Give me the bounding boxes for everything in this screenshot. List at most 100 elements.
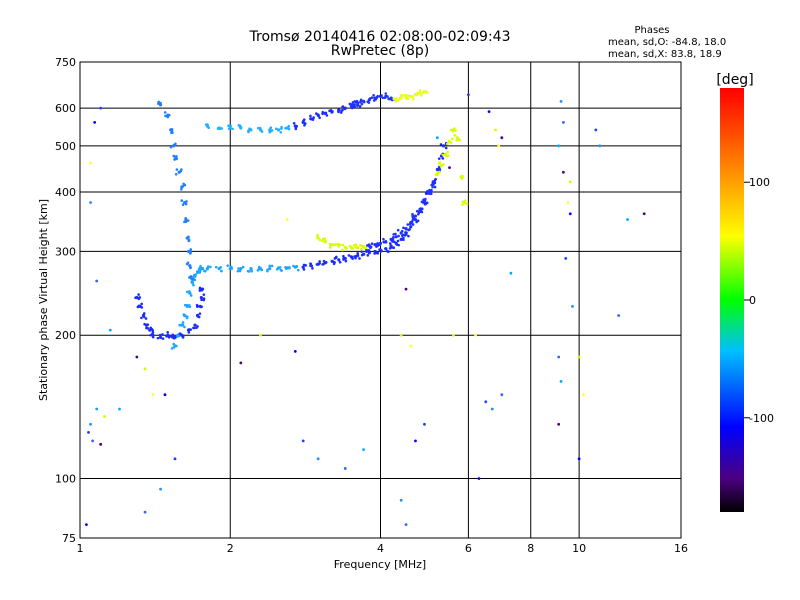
colorbar-tick-label: 0 [749, 294, 756, 307]
data-point [392, 246, 396, 250]
data-point [302, 263, 306, 267]
data-point [280, 125, 283, 129]
data-point [500, 136, 504, 140]
data-point [441, 144, 446, 148]
data-point [376, 251, 380, 255]
data-point [642, 212, 646, 216]
data-point [166, 330, 169, 334]
data-point [395, 243, 399, 246]
data-point [348, 102, 352, 106]
data-point [303, 122, 307, 125]
data-point [429, 192, 433, 196]
data-point [444, 146, 448, 150]
data-point [137, 304, 141, 308]
data-point [143, 510, 147, 514]
data-point [426, 91, 429, 94]
data-point [200, 298, 203, 302]
data-point [422, 90, 426, 93]
data-point [288, 266, 291, 270]
data-point [183, 325, 186, 329]
data-point [207, 126, 210, 130]
data-point [434, 177, 437, 181]
data-points [85, 89, 646, 527]
data-point [198, 312, 202, 315]
data-point [200, 267, 205, 271]
data-point [356, 246, 360, 250]
data-point [376, 242, 379, 245]
data-point [268, 267, 272, 271]
data-point [460, 176, 464, 180]
data-point [187, 239, 191, 243]
data-point [409, 344, 413, 348]
data-point [159, 103, 162, 107]
data-point [461, 203, 464, 206]
data-point [380, 249, 383, 253]
data-point [436, 171, 440, 175]
data-point [420, 207, 424, 211]
phase-x-stats: mean, sd,X: 83.8, 18.9 [608, 49, 722, 60]
data-point [226, 264, 230, 267]
data-point [310, 264, 314, 268]
data-point [149, 333, 153, 337]
data-point [353, 100, 357, 103]
data-point [487, 110, 491, 114]
data-point [321, 239, 324, 243]
data-point [175, 344, 178, 348]
data-point [260, 130, 264, 133]
y-tick-label: 600 [55, 102, 76, 115]
data-point [200, 305, 203, 309]
data-point [399, 333, 403, 337]
colorbar-label: [deg] [716, 72, 753, 88]
data-point [388, 246, 392, 250]
data-point [438, 167, 441, 171]
data-point [206, 265, 210, 268]
data-point [324, 111, 328, 115]
data-point [394, 100, 397, 103]
data-point [280, 269, 283, 272]
data-point [134, 296, 137, 299]
data-point [292, 264, 295, 268]
data-point [192, 283, 195, 287]
data-point [561, 170, 565, 174]
data-point [341, 105, 345, 108]
data-point [99, 106, 103, 110]
data-point [417, 212, 420, 216]
data-point [311, 118, 315, 121]
data-point [227, 127, 231, 131]
data-point [369, 246, 372, 250]
data-point [343, 467, 347, 470]
data-point [260, 268, 264, 272]
data-point [285, 218, 289, 221]
data-point [404, 93, 408, 97]
data-point [388, 97, 392, 101]
data-point [411, 214, 414, 218]
data-point [231, 127, 234, 131]
data-point [463, 199, 467, 202]
data-point [247, 130, 250, 134]
data-point [186, 219, 190, 222]
data-point [183, 183, 187, 187]
data-point [360, 250, 363, 253]
data-point [358, 257, 361, 260]
data-point [557, 144, 561, 148]
data-point [198, 286, 202, 290]
data-point [412, 97, 415, 101]
data-point [190, 277, 193, 280]
x-tick-label: 1 [77, 542, 84, 555]
data-point [376, 94, 380, 98]
data-point [324, 261, 328, 264]
data-point [349, 255, 353, 258]
data-point [218, 127, 221, 131]
y-tick-label: 75 [62, 532, 76, 545]
data-point [165, 334, 168, 338]
data-point [452, 333, 455, 337]
data-point [151, 393, 155, 397]
data-point [344, 259, 348, 263]
data-point [360, 244, 363, 248]
data-point [197, 315, 201, 319]
data-point [181, 185, 185, 188]
colorbar [720, 88, 744, 512]
data-point [367, 101, 371, 104]
data-point [465, 202, 469, 206]
data-point [398, 96, 402, 100]
